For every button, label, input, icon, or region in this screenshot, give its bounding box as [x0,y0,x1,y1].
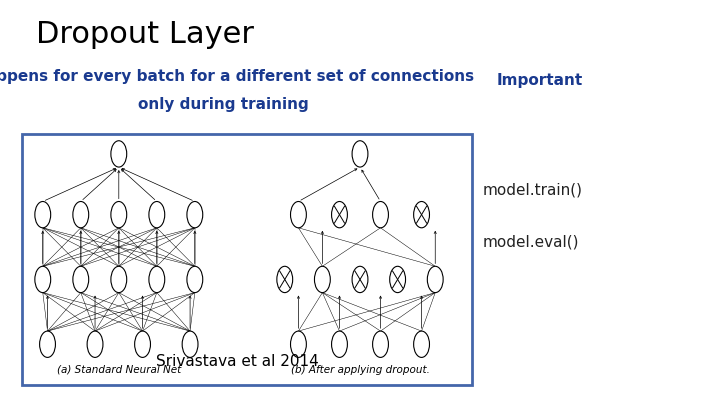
Ellipse shape [413,331,429,358]
Text: Srivastava et al 2014: Srivastava et al 2014 [156,354,319,369]
Ellipse shape [187,266,203,292]
Ellipse shape [428,266,444,292]
Ellipse shape [331,202,347,228]
Ellipse shape [135,331,150,358]
Ellipse shape [87,331,103,358]
Ellipse shape [373,331,389,358]
Ellipse shape [390,266,405,292]
Text: (b) After applying dropout.: (b) After applying dropout. [291,364,429,375]
Ellipse shape [290,202,307,228]
Text: (a) Standard Neural Net: (a) Standard Neural Net [57,364,181,375]
Ellipse shape [111,202,127,228]
Ellipse shape [182,331,198,358]
Text: model.eval(): model.eval() [482,235,579,250]
Ellipse shape [73,266,89,292]
Ellipse shape [413,202,429,228]
Text: only during training: only during training [138,97,309,112]
Text: Dropout Layer: Dropout Layer [36,20,254,49]
Text: model.train(): model.train() [482,182,582,197]
Ellipse shape [352,141,368,167]
Ellipse shape [111,266,127,292]
Ellipse shape [187,202,203,228]
Ellipse shape [73,202,89,228]
Ellipse shape [149,202,165,228]
Ellipse shape [352,266,368,292]
Ellipse shape [276,266,292,292]
Ellipse shape [290,331,307,358]
Text: Important: Important [497,73,583,88]
FancyBboxPatch shape [22,134,472,385]
Ellipse shape [315,266,330,292]
Ellipse shape [35,266,50,292]
Ellipse shape [35,202,50,228]
Ellipse shape [111,141,127,167]
Ellipse shape [149,266,165,292]
Ellipse shape [331,331,347,358]
Ellipse shape [373,202,389,228]
Text: Happens for every batch for a different set of connections: Happens for every batch for a different … [0,69,474,84]
Ellipse shape [40,331,55,358]
